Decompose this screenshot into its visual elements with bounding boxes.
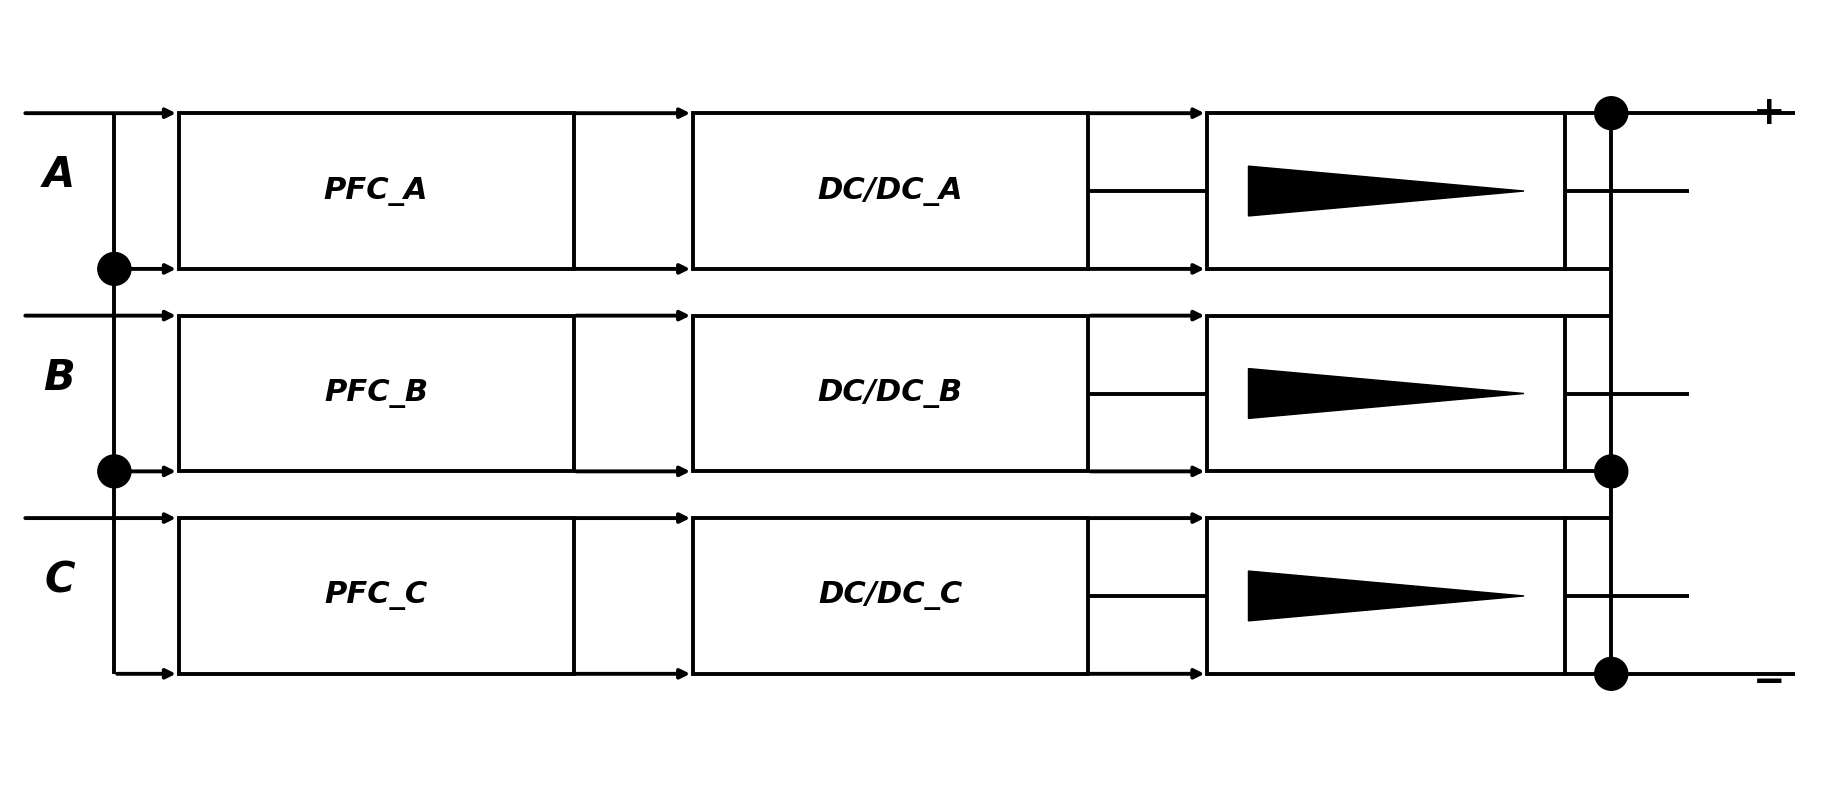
Text: DC/DC_B: DC/DC_B <box>817 379 963 408</box>
Ellipse shape <box>1594 455 1627 488</box>
Bar <box>694 518 1089 674</box>
Polygon shape <box>1249 166 1524 216</box>
Ellipse shape <box>98 455 131 488</box>
Text: B: B <box>44 357 76 399</box>
Bar <box>179 113 574 269</box>
Polygon shape <box>1249 368 1524 419</box>
Bar <box>1207 113 1565 269</box>
Text: PFC_C: PFC_C <box>325 582 428 611</box>
Text: +: + <box>1753 94 1786 132</box>
Text: DC/DC_A: DC/DC_A <box>817 176 963 205</box>
Text: C: C <box>44 560 74 601</box>
Text: PFC_B: PFC_B <box>325 379 428 408</box>
Text: A: A <box>42 154 76 197</box>
Text: DC/DC_C: DC/DC_C <box>817 582 963 611</box>
Polygon shape <box>1249 571 1524 621</box>
Ellipse shape <box>98 253 131 286</box>
Ellipse shape <box>1594 97 1627 130</box>
Bar <box>179 316 574 471</box>
Bar <box>179 518 574 674</box>
Bar <box>694 316 1089 471</box>
Bar <box>1207 316 1565 471</box>
Text: −: − <box>1753 663 1786 700</box>
Text: PFC_A: PFC_A <box>325 176 428 205</box>
Bar <box>1207 518 1565 674</box>
Bar <box>694 113 1089 269</box>
Ellipse shape <box>1594 657 1627 690</box>
